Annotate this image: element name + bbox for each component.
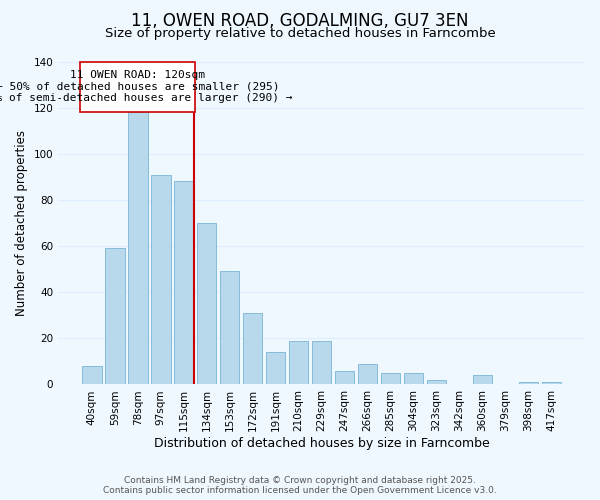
- Bar: [335, 370, 355, 384]
- FancyBboxPatch shape: [80, 62, 194, 112]
- Text: Size of property relative to detached houses in Farncombe: Size of property relative to detached ho…: [104, 28, 496, 40]
- Bar: [518, 382, 538, 384]
- Bar: [151, 174, 170, 384]
- Bar: [404, 373, 423, 384]
- Text: 11, OWEN ROAD, GODALMING, GU7 3EN: 11, OWEN ROAD, GODALMING, GU7 3EN: [131, 12, 469, 30]
- Bar: [542, 382, 561, 384]
- Bar: [105, 248, 125, 384]
- Text: 11 OWEN ROAD: 120sqm
← 50% of detached houses are smaller (295)
49% of semi-deta: 11 OWEN ROAD: 120sqm ← 50% of detached h…: [0, 70, 293, 104]
- Y-axis label: Number of detached properties: Number of detached properties: [15, 130, 28, 316]
- Bar: [312, 340, 331, 384]
- Bar: [82, 366, 101, 384]
- Bar: [289, 340, 308, 384]
- Bar: [473, 375, 492, 384]
- Bar: [128, 112, 148, 384]
- Bar: [243, 313, 262, 384]
- Bar: [266, 352, 286, 384]
- Bar: [174, 182, 194, 384]
- X-axis label: Distribution of detached houses by size in Farncombe: Distribution of detached houses by size …: [154, 437, 490, 450]
- Bar: [197, 223, 217, 384]
- Text: Contains HM Land Registry data © Crown copyright and database right 2025.
Contai: Contains HM Land Registry data © Crown c…: [103, 476, 497, 495]
- Bar: [381, 373, 400, 384]
- Bar: [358, 364, 377, 384]
- Bar: [427, 380, 446, 384]
- Bar: [220, 272, 239, 384]
